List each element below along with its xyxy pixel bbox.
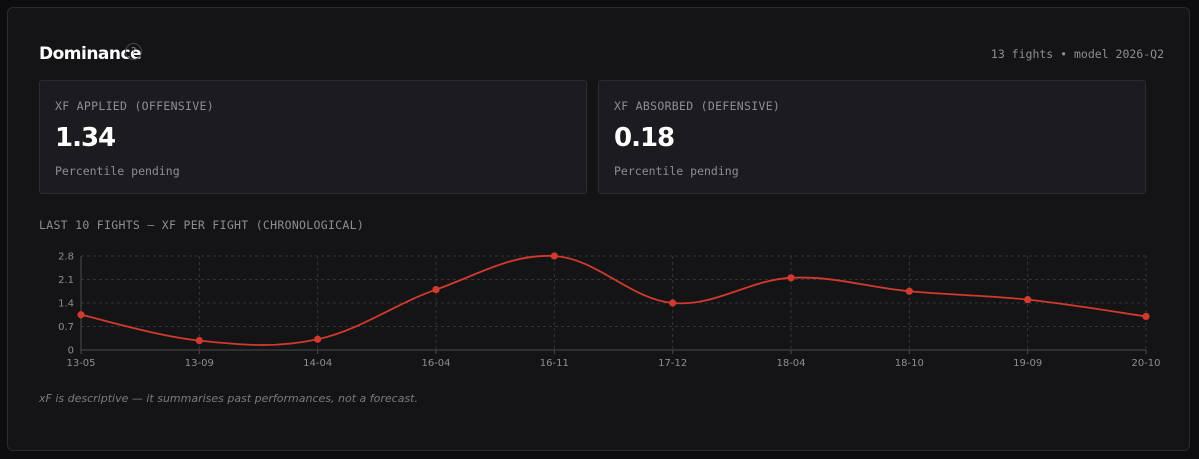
data-point xyxy=(787,274,795,282)
data-point xyxy=(77,311,85,319)
x-tick-label: 16-04 xyxy=(421,358,450,369)
x-tick-label: 13-09 xyxy=(185,358,214,369)
x-tick-label: 20-10 xyxy=(1131,358,1160,369)
card-label: XF APPLIED (OFFENSIVE) xyxy=(55,99,214,113)
series-line xyxy=(80,254,1147,346)
xf-absorbed-card: XF ABSORBED (DEFENSIVE) 0.18 Percentile … xyxy=(598,80,1146,194)
panel-title: Dominance xyxy=(39,44,142,64)
x-tick-label: 17-12 xyxy=(658,358,687,369)
x-tick-label: 19-09 xyxy=(1013,358,1042,369)
model-meta: 13 fights • model 2026-Q2 xyxy=(990,47,1164,61)
card-percentile: Percentile pending xyxy=(614,164,739,178)
x-tick-label: 18-04 xyxy=(776,358,805,369)
card-label: XF ABSORBED (DEFENSIVE) xyxy=(614,99,781,113)
card-value: 0.18 xyxy=(614,123,675,153)
x-tick-label: 18-10 xyxy=(895,358,924,369)
x-tick-label: 13-05 xyxy=(66,358,95,369)
data-point xyxy=(550,252,558,260)
x-tick-label: 14-04 xyxy=(303,358,332,369)
footer-note: xF is descriptive — it summarises past p… xyxy=(39,392,418,405)
chart-title: LAST 10 FIGHTS — XF PER FIGHT (CHRONOLOG… xyxy=(39,218,365,232)
x-tick-label: 16-11 xyxy=(540,358,569,369)
xf-applied-card: XF APPLIED (OFFENSIVE) 1.34 Percentile p… xyxy=(39,80,587,194)
data-point xyxy=(314,335,322,343)
card-percentile: Percentile pending xyxy=(55,164,180,178)
data-point xyxy=(1142,312,1150,321)
data-point xyxy=(669,299,677,307)
y-tick-label: 2.8 xyxy=(58,252,74,263)
card-value: 1.34 xyxy=(55,123,116,153)
y-tick-label: 0 xyxy=(68,346,74,357)
y-tick-label: 2.1 xyxy=(58,275,74,286)
data-point xyxy=(905,287,913,295)
help-icon[interactable]: ? xyxy=(125,43,142,60)
data-point xyxy=(432,285,440,294)
data-point xyxy=(195,337,203,345)
y-tick-label: 0.7 xyxy=(58,322,74,333)
data-point xyxy=(1024,296,1032,304)
y-tick-label: 1.4 xyxy=(58,299,74,310)
